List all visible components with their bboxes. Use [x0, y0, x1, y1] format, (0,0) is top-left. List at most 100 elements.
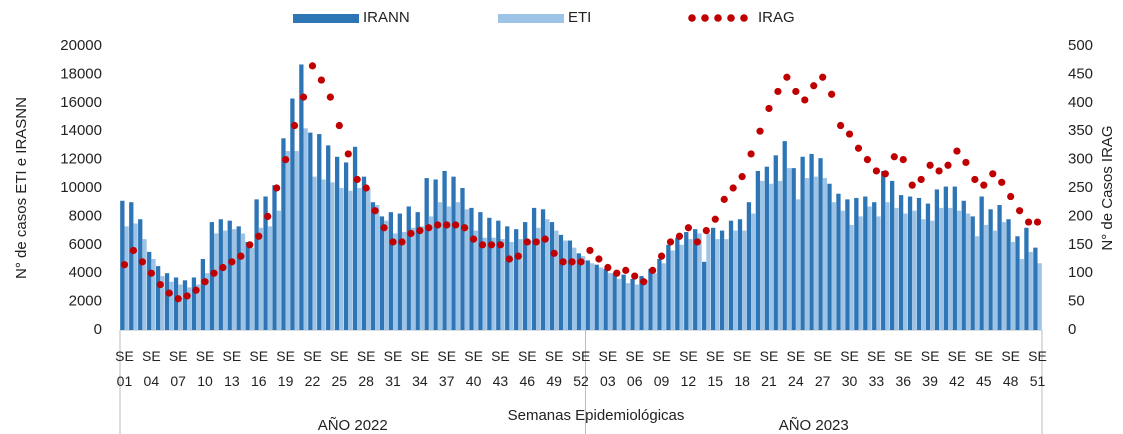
- bar: [916, 197, 922, 330]
- bar: [419, 226, 425, 330]
- y2-tick-label: 450: [1068, 65, 1093, 82]
- y-tick-label: 6000: [69, 236, 102, 253]
- bar: [894, 207, 899, 330]
- dot: [362, 184, 370, 192]
- bar: [956, 210, 962, 330]
- dot: [604, 263, 612, 272]
- bar: [684, 232, 689, 330]
- dot: [434, 221, 442, 229]
- bar: [160, 276, 165, 330]
- bar: [308, 132, 313, 330]
- bar: [970, 216, 975, 330]
- x-group-label: AÑO 2022: [318, 417, 388, 434]
- bar: [728, 220, 734, 330]
- dot: [836, 121, 845, 130]
- dot: [908, 181, 916, 189]
- dot: [353, 175, 361, 184]
- dot: [559, 258, 567, 266]
- bar: [930, 220, 935, 330]
- bar: [554, 230, 559, 330]
- dot: [1016, 207, 1024, 215]
- bar: [518, 239, 523, 330]
- y-tick-label: 0: [94, 321, 102, 338]
- bar: [401, 232, 407, 330]
- bar: [178, 284, 183, 330]
- bar: [415, 212, 420, 330]
- bar: [1010, 241, 1015, 330]
- dot: [971, 175, 979, 184]
- dot: [640, 278, 648, 286]
- dot: [765, 104, 773, 113]
- y-tick-label: 14000: [60, 122, 102, 139]
- x-tick-label: SE 39: [920, 348, 940, 389]
- dot: [407, 229, 415, 238]
- bar: [840, 210, 845, 330]
- bar: [881, 170, 886, 330]
- dot: [201, 278, 209, 286]
- bar: [227, 220, 232, 330]
- bar: [531, 207, 537, 330]
- bar: [719, 230, 725, 330]
- x-tick-label: SE 51: [1028, 348, 1047, 389]
- bar: [321, 179, 326, 330]
- bar: [925, 203, 931, 330]
- dot: [228, 258, 236, 266]
- dot: [720, 195, 728, 203]
- dot: [210, 269, 218, 277]
- bar: [849, 224, 854, 330]
- bar: [903, 213, 908, 330]
- bar: [285, 151, 290, 330]
- bar: [715, 239, 720, 330]
- dot: [183, 292, 191, 300]
- x-tick-label: SE 09: [652, 348, 671, 389]
- bar: [733, 230, 738, 330]
- bar: [433, 179, 438, 330]
- bar: [1037, 263, 1042, 330]
- bar: [867, 206, 872, 330]
- bar: [863, 196, 868, 330]
- bar: [845, 199, 850, 330]
- bar: [934, 189, 940, 330]
- x-tick-label: SE 12: [679, 348, 698, 389]
- bar: [335, 156, 340, 330]
- dot: [899, 156, 907, 164]
- dot: [120, 261, 129, 269]
- x-tick-label: SE 42: [947, 348, 967, 389]
- dot: [469, 235, 478, 243]
- y2-tick-label: 100: [1068, 264, 1093, 281]
- bar: [661, 263, 666, 330]
- bar: [1001, 222, 1007, 330]
- dot: [487, 241, 496, 249]
- dot: [371, 207, 379, 215]
- dot: [380, 224, 388, 232]
- bar: [393, 233, 398, 330]
- legend-label: ETI: [568, 9, 591, 26]
- bar: [702, 261, 707, 330]
- bar: [948, 207, 953, 330]
- dot: [693, 238, 701, 246]
- legend-swatch: [714, 14, 722, 22]
- x-tick-label: SE 07: [168, 348, 188, 389]
- dot: [461, 224, 469, 232]
- bar: [361, 176, 367, 330]
- bar: [437, 202, 443, 330]
- bar: [442, 170, 447, 330]
- y2-tick-label: 200: [1068, 207, 1093, 224]
- x-tick-label: SE 22: [303, 348, 322, 389]
- y2-tick-label: 50: [1068, 293, 1085, 310]
- bar: [773, 155, 778, 330]
- dot: [219, 263, 227, 272]
- x-tick-label: SE 43: [491, 348, 510, 389]
- dot: [308, 62, 317, 70]
- bar: [876, 216, 881, 330]
- bar: [164, 273, 170, 330]
- bar: [487, 217, 492, 330]
- x-tick-label: SE 06: [625, 348, 645, 389]
- dot: [568, 258, 576, 266]
- dot: [783, 73, 791, 81]
- bar: [218, 219, 223, 330]
- bar: [455, 202, 460, 330]
- bar: [854, 197, 859, 330]
